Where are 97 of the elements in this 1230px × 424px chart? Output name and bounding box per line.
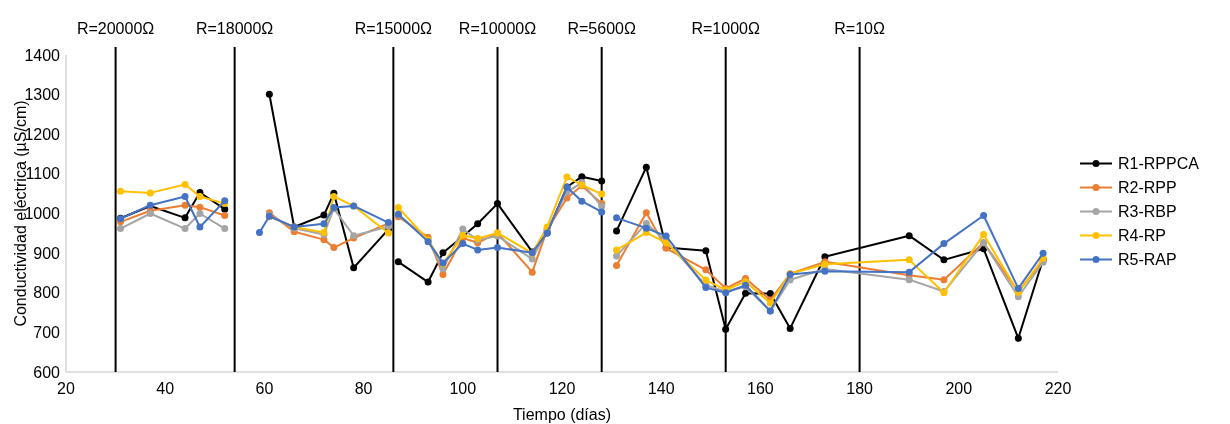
- point: [1014, 334, 1022, 342]
- x-tick-label: 100: [449, 380, 477, 397]
- text: R=10000Ω: [458, 20, 537, 37]
- y-tick-label: 1400: [24, 46, 61, 64]
- x-tick-label: 60: [255, 380, 274, 397]
- point: [905, 256, 913, 264]
- text: R=5600Ω: [567, 20, 636, 37]
- point: [474, 246, 482, 254]
- point: [702, 247, 710, 255]
- x-tick-label: 40: [156, 380, 175, 397]
- point: [578, 197, 586, 205]
- point: [320, 220, 328, 228]
- point: [181, 225, 189, 233]
- x-tick-label: 120: [548, 380, 576, 397]
- y-tick-label: 700: [33, 323, 61, 341]
- point: [613, 246, 621, 254]
- text: R=15000Ω: [354, 20, 433, 37]
- point: [146, 189, 154, 197]
- x-tick-label: 220: [1044, 380, 1072, 397]
- point: [563, 173, 571, 181]
- text: R=10Ω: [834, 20, 885, 37]
- y-tick-label: 800: [33, 284, 61, 302]
- point: [330, 244, 338, 252]
- legend-label: R5-RAP: [1118, 251, 1177, 269]
- point: [459, 240, 467, 248]
- x-tick-label: 20: [57, 380, 75, 397]
- legend-label: R3-RBP: [1118, 203, 1177, 221]
- point: [459, 225, 467, 233]
- point: [642, 163, 650, 171]
- point: [702, 266, 710, 274]
- x-tick-label: 140: [647, 380, 675, 397]
- point: [642, 209, 650, 217]
- y-tick-label: 1100: [25, 165, 61, 183]
- text: R=1000Ω: [691, 20, 760, 37]
- point: [221, 211, 229, 219]
- point: [181, 181, 189, 189]
- point: [265, 90, 273, 98]
- point: [528, 255, 536, 263]
- point: [980, 231, 988, 238]
- point: [598, 177, 606, 185]
- point: [1014, 284, 1022, 292]
- x-tick-label: 200: [945, 380, 973, 397]
- point: [439, 249, 447, 257]
- x-axis-title: Tiempo (días): [512, 406, 612, 423]
- point: [940, 240, 948, 248]
- point: [196, 223, 204, 231]
- point: [181, 192, 189, 200]
- point: [181, 214, 189, 222]
- y-tick-label: 900: [33, 244, 61, 262]
- text: R=18000Ω: [195, 20, 274, 37]
- point: [905, 276, 913, 284]
- point: [662, 232, 670, 240]
- point: [613, 261, 621, 269]
- point: [117, 187, 125, 195]
- point: [494, 244, 502, 252]
- point: [702, 276, 710, 284]
- x-tick-label: 80: [354, 380, 373, 397]
- y-tick-label: 600: [33, 363, 61, 381]
- point: [196, 192, 204, 200]
- point: [613, 214, 621, 222]
- point: [221, 225, 229, 233]
- point: [940, 256, 948, 264]
- point: [196, 210, 204, 217]
- point: [642, 224, 650, 232]
- point: [196, 203, 204, 211]
- point: [1039, 249, 1047, 257]
- legend-label: R4-RP: [1118, 227, 1167, 245]
- point: [940, 276, 948, 284]
- legend-label: R2-RPP: [1118, 179, 1177, 197]
- x-tick-label: 160: [747, 380, 774, 397]
- point: [766, 290, 774, 298]
- point: [320, 211, 328, 219]
- text: R=20000Ω: [76, 20, 155, 37]
- point: [786, 324, 794, 332]
- point: [117, 225, 125, 233]
- point: [905, 232, 913, 240]
- point: [613, 227, 621, 235]
- point: [598, 208, 606, 216]
- point: [181, 201, 189, 209]
- point: [742, 289, 750, 297]
- point: [598, 190, 606, 198]
- point: [578, 173, 586, 181]
- point: [528, 268, 536, 276]
- point: [384, 229, 392, 237]
- legend-label: R1-RPPCA: [1118, 155, 1200, 173]
- point: [439, 271, 447, 279]
- point: [722, 325, 730, 333]
- x-tick-label: 180: [846, 380, 874, 397]
- point: [394, 258, 402, 266]
- point: [613, 252, 621, 260]
- point: [350, 264, 358, 272]
- point: [980, 211, 988, 219]
- point: [424, 278, 432, 286]
- point: [494, 200, 502, 208]
- point: [474, 220, 482, 228]
- point: [255, 229, 263, 237]
- point: [394, 204, 402, 212]
